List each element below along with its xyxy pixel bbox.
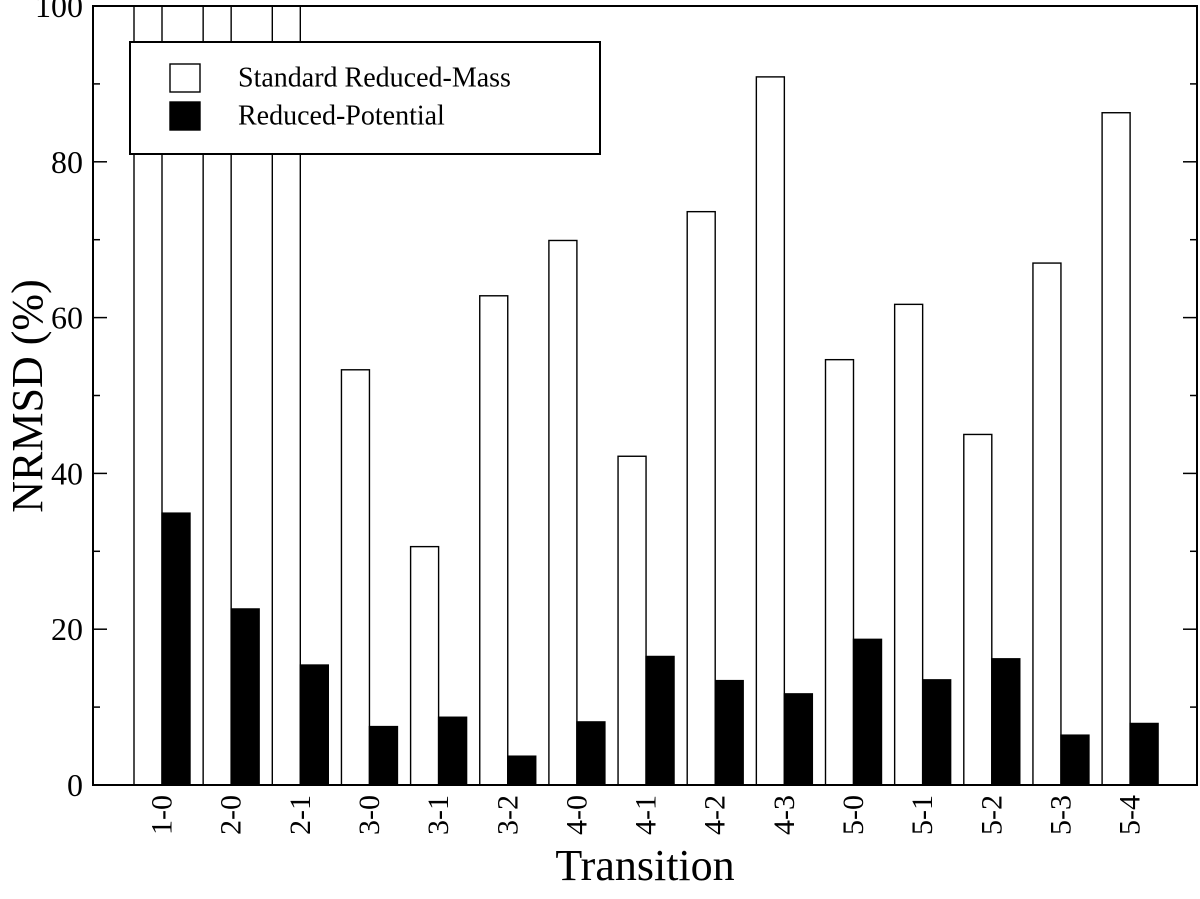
bar-reduced-potential-1-0 xyxy=(161,512,191,786)
x-tick-label: 5-4 xyxy=(1114,795,1147,835)
x-tick-label: 3-1 xyxy=(422,795,455,835)
x-tick-label: 4-0 xyxy=(560,795,593,835)
bar-reduced-potential-4-3 xyxy=(783,693,814,786)
bar-standard-reduced-mass-4-2 xyxy=(686,210,716,786)
bar-standard-reduced-mass-5-0 xyxy=(824,358,855,786)
bar-standard-reduced-mass-5-1 xyxy=(893,303,924,786)
bar-standard-reduced-mass-3-1 xyxy=(409,545,440,786)
legend-swatch-standard-reduced-mass xyxy=(169,63,201,93)
y-tick-label: 20 xyxy=(51,611,83,647)
ticks-layer: 1-0 2-0 2-1 3-0 3-1 3-2 4-0 4-1 4-2 4-3 5-0 5-1 5-2 5… xyxy=(35,0,1197,835)
bar-reduced-potential-4-1 xyxy=(645,655,675,786)
bar-reduced-potential-5-1 xyxy=(921,679,952,786)
x-tick-label: 4-1 xyxy=(630,795,663,835)
bar-reduced-potential-5-0 xyxy=(852,638,883,786)
bar-reduced-potential-4-0 xyxy=(576,721,606,786)
legend-label: Reduced-Potential xyxy=(238,101,445,132)
x-tick-label: 5-1 xyxy=(906,795,939,835)
bar-reduced-potential-3-1 xyxy=(437,716,468,786)
y-tick-label: 0 xyxy=(67,767,83,803)
y-tick-label: 80 xyxy=(51,144,83,180)
bar-reduced-potential-5-3 xyxy=(1060,734,1090,786)
bar-standard-reduced-mass-3-2 xyxy=(479,295,509,786)
bar-standard-reduced-mass-4-0 xyxy=(548,239,578,786)
bar-standard-reduced-mass-3-0 xyxy=(340,369,371,786)
bar-reduced-potential-3-2 xyxy=(507,755,537,786)
y-tick-label: 60 xyxy=(51,300,83,336)
x-tick-label: 2-1 xyxy=(284,795,317,835)
x-tick-label: 4-2 xyxy=(699,795,732,835)
bar-standard-reduced-mass-4-3 xyxy=(755,76,786,786)
bar-reduced-potential-2-1 xyxy=(299,664,329,786)
x-tick-label: 1-0 xyxy=(146,795,179,835)
x-tick-label: 5-2 xyxy=(975,795,1008,835)
legend-label: Standard Reduced-Mass xyxy=(238,63,511,94)
y-axis-label: NRMSD (%) xyxy=(3,279,52,512)
legend: Standard Reduced-Mass Reduced-Potential xyxy=(129,41,601,155)
bar-reduced-potential-5-2 xyxy=(991,658,1021,786)
x-tick-label: 5-0 xyxy=(837,795,870,835)
y-tick-label: 100 xyxy=(35,0,83,24)
x-axis-label: Transition xyxy=(555,841,734,890)
x-tick-label: 5-3 xyxy=(1044,795,1077,835)
bar-standard-reduced-mass-5-3 xyxy=(1032,262,1062,786)
y-tick-label: 40 xyxy=(51,455,83,491)
x-tick-label: 3-2 xyxy=(491,795,524,835)
bar-standard-reduced-mass-4-1 xyxy=(617,455,647,786)
bar-reduced-potential-3-0 xyxy=(368,725,399,786)
x-tick-label: 2-0 xyxy=(215,795,248,835)
bar-reduced-potential-5-4 xyxy=(1129,722,1159,786)
x-tick-label: 4-3 xyxy=(768,795,801,835)
bar-standard-reduced-mass-5-4 xyxy=(1101,112,1131,786)
bar-reduced-potential-2-0 xyxy=(230,608,260,786)
legend-swatch-reduced-potential xyxy=(169,101,201,131)
bar-reduced-potential-4-2 xyxy=(714,679,744,786)
x-tick-label: 3-0 xyxy=(353,795,386,835)
bar-standard-reduced-mass-5-2 xyxy=(963,433,993,786)
legend-box xyxy=(129,41,601,155)
